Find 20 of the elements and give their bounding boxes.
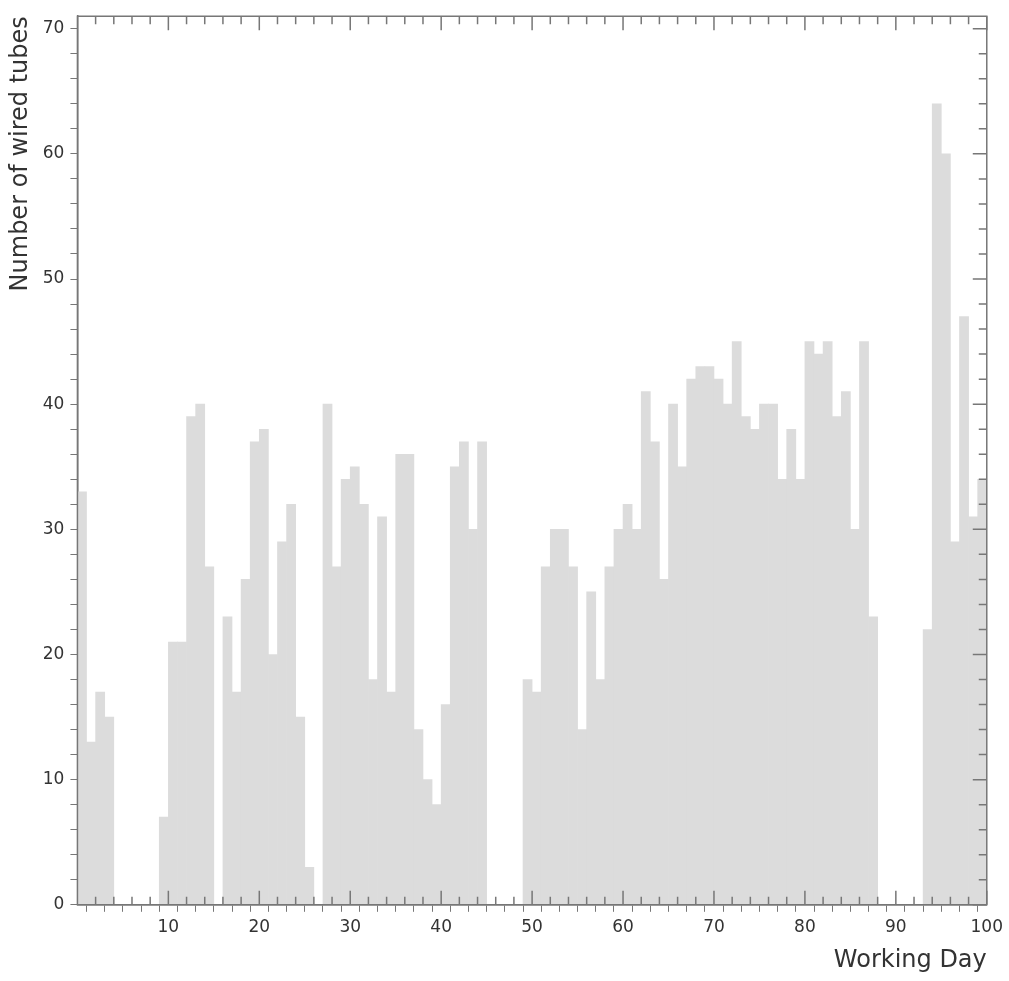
y-tick-label: 70 [42,17,65,38]
x-tick-label: 70 [703,916,725,937]
x-tick-label: 10 [157,916,180,937]
y-axis-title: Number of wired tubes [4,16,33,292]
x-tick-label: 90 [885,916,907,937]
y-tick-label: 50 [42,267,65,288]
x-axis-title: Working Day [833,944,987,973]
y-tick-label: 20 [42,642,65,663]
y-tick-label: 30 [42,517,65,538]
x-tick-label: 20 [248,916,271,937]
x-tick-label: 100 [970,916,1003,937]
y-tick-label: 40 [42,392,65,413]
x-tick-label: 80 [794,916,816,937]
x-tick-label: 40 [430,916,452,937]
y-tick-label: 60 [42,142,65,163]
x-tick-label: 30 [339,916,362,937]
x-tick-label: 60 [612,916,634,937]
y-tick-label: 0 [53,893,65,914]
x-tick-label: 50 [521,916,543,937]
y-tick-label: 10 [42,768,65,789]
